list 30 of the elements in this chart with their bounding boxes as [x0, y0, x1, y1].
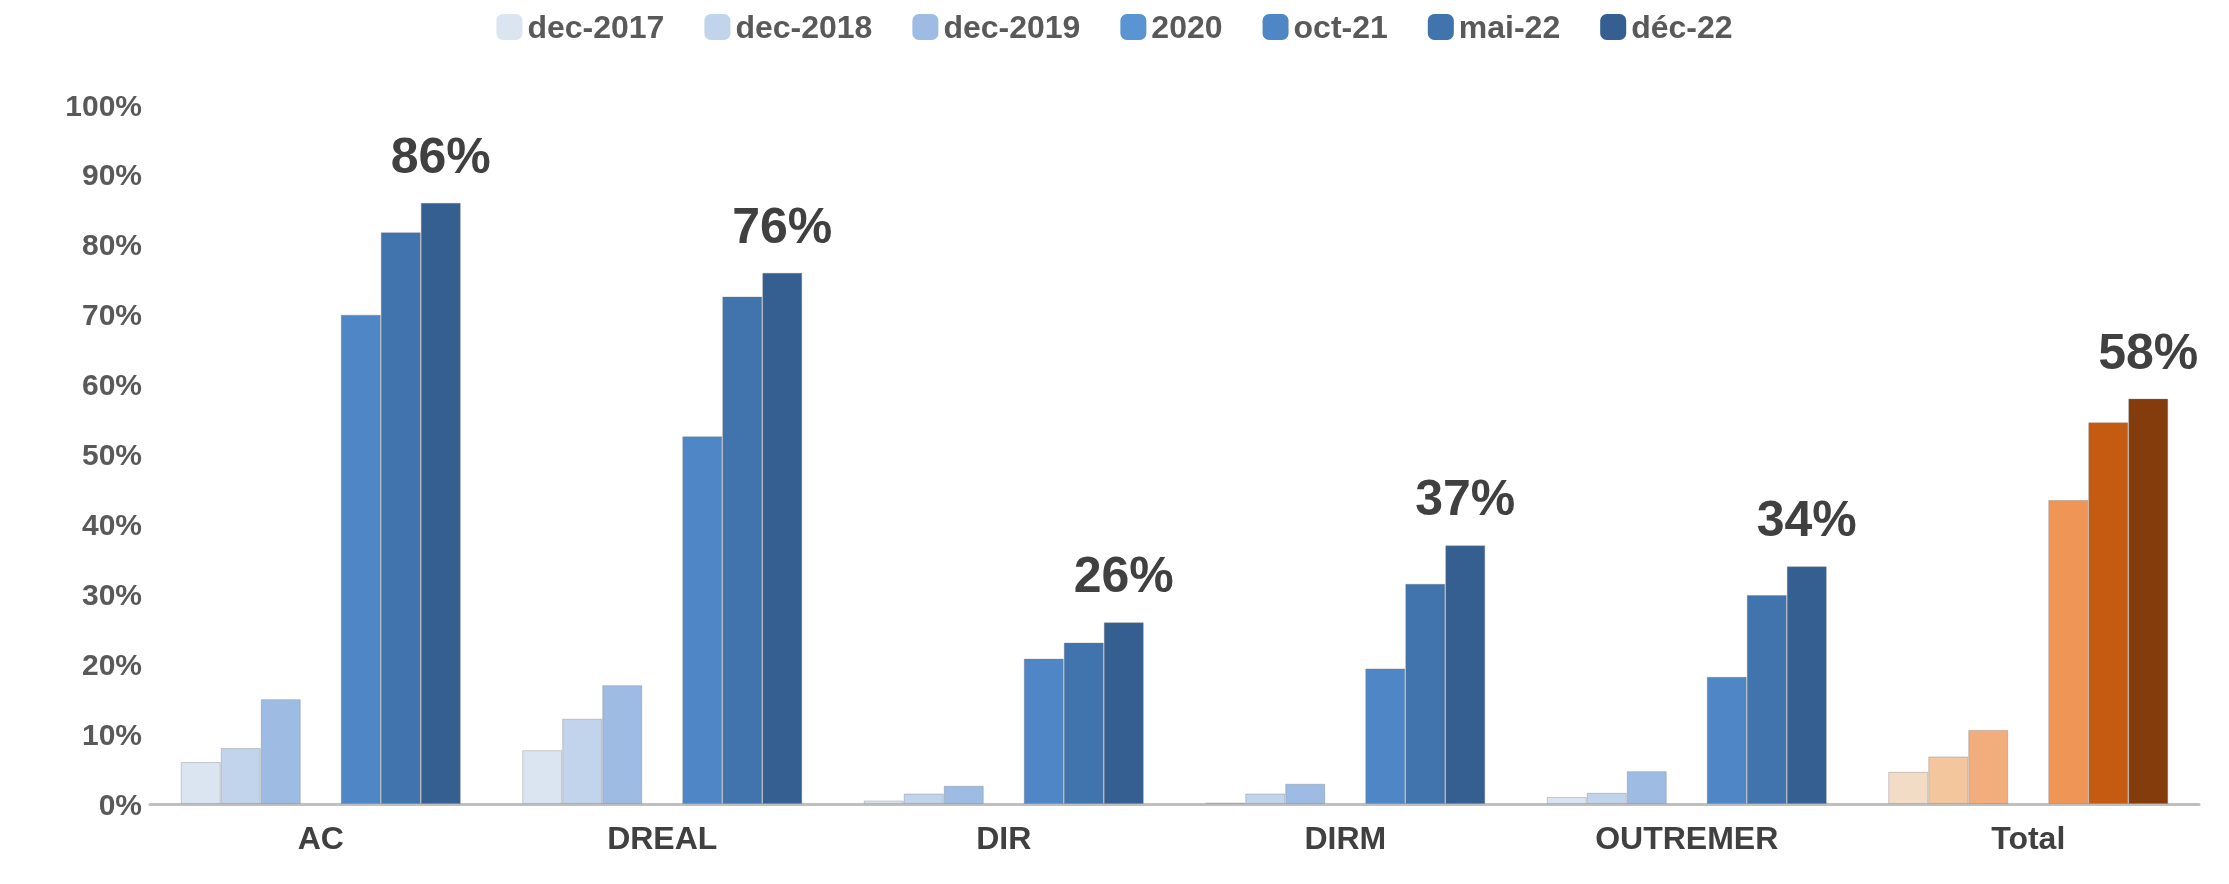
y-tick-label: 40% [81, 507, 142, 541]
legend-label: 2020 [1151, 9, 1223, 45]
data-label: 86% [390, 127, 491, 184]
x-tick-label: DIRM [1304, 820, 1387, 856]
y-tick-label: 10% [81, 717, 142, 751]
legend-label: déc-22 [1631, 9, 1733, 45]
y-tick-label: 90% [81, 158, 142, 192]
y-tick-label: 30% [81, 577, 142, 611]
legend-label: dec-2018 [735, 9, 873, 45]
y-tick-label: 20% [81, 647, 142, 681]
data-label: 26% [1073, 547, 1174, 604]
x-tick-label: DREAL [607, 820, 718, 856]
data-label: 37% [1415, 470, 1516, 527]
y-tick-label: 50% [81, 438, 142, 471]
legend-label: oct-21 [1293, 9, 1388, 45]
legend-label: dec-2017 [527, 9, 665, 45]
legend-label: dec-2019 [943, 9, 1081, 45]
data-label: 34% [1756, 491, 1857, 548]
x-tick-label: OUTREMER [1595, 820, 1779, 856]
y-tick-label: 60% [81, 368, 142, 402]
y-tick-label: 0% [98, 787, 142, 821]
legend-label: mai-22 [1458, 9, 1561, 45]
y-tick-label: 80% [81, 228, 142, 262]
x-tick-label: AC [297, 820, 344, 856]
y-tick-label: 70% [81, 298, 142, 332]
x-tick-label: DIR [976, 820, 1032, 856]
data-label: 76% [732, 197, 833, 254]
data-label: 58% [2098, 323, 2199, 380]
y-tick-label: 100% [65, 88, 142, 122]
x-tick-label: Total [1991, 820, 2066, 856]
